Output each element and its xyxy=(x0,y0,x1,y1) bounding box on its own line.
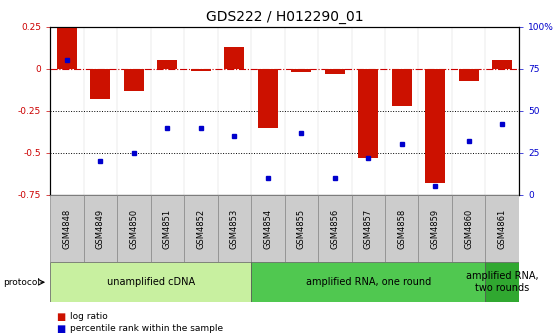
Bar xyxy=(50,262,251,302)
Text: GSM4860: GSM4860 xyxy=(464,208,473,249)
Bar xyxy=(485,262,519,302)
Bar xyxy=(117,195,151,262)
Text: amplified RNA, one round: amplified RNA, one round xyxy=(306,277,431,287)
Bar xyxy=(358,69,378,158)
Text: protocol: protocol xyxy=(3,278,40,287)
Text: GSM4849: GSM4849 xyxy=(96,208,105,249)
Bar xyxy=(385,195,418,262)
Text: GSM4851: GSM4851 xyxy=(163,208,172,249)
Bar xyxy=(485,195,519,262)
Bar xyxy=(191,69,211,71)
Bar xyxy=(452,195,485,262)
Bar xyxy=(291,69,311,72)
Bar xyxy=(57,24,77,69)
Text: GSM4850: GSM4850 xyxy=(129,208,138,249)
Text: GSM4853: GSM4853 xyxy=(230,208,239,249)
Text: amplified RNA,
two rounds: amplified RNA, two rounds xyxy=(466,271,538,293)
Bar xyxy=(325,69,345,74)
Bar xyxy=(352,195,385,262)
Bar xyxy=(258,69,278,128)
Text: GSM4854: GSM4854 xyxy=(263,208,272,249)
Text: percentile rank within the sample: percentile rank within the sample xyxy=(70,324,223,333)
Text: GSM4856: GSM4856 xyxy=(330,208,339,249)
Bar xyxy=(418,195,452,262)
Text: log ratio: log ratio xyxy=(70,312,108,321)
Bar xyxy=(251,262,485,302)
Text: unamplified cDNA: unamplified cDNA xyxy=(107,277,195,287)
Bar xyxy=(90,69,110,99)
Bar xyxy=(84,195,117,262)
Bar xyxy=(157,60,177,69)
Text: GSM4848: GSM4848 xyxy=(62,208,71,249)
Bar xyxy=(224,47,244,69)
Bar xyxy=(392,69,412,106)
Bar xyxy=(425,69,445,183)
Bar xyxy=(318,195,352,262)
Bar xyxy=(251,195,285,262)
Title: GDS222 / H012290_01: GDS222 / H012290_01 xyxy=(206,10,363,25)
Bar xyxy=(492,60,512,69)
Text: GSM4855: GSM4855 xyxy=(297,208,306,249)
Text: GSM4852: GSM4852 xyxy=(196,208,205,249)
Bar xyxy=(459,69,479,81)
Text: GSM4858: GSM4858 xyxy=(397,208,406,249)
Text: GSM4857: GSM4857 xyxy=(364,208,373,249)
Bar xyxy=(124,69,144,91)
Bar xyxy=(184,195,218,262)
Bar xyxy=(50,195,84,262)
Bar xyxy=(151,195,184,262)
Bar xyxy=(285,195,318,262)
Text: ■: ■ xyxy=(56,311,65,322)
Bar xyxy=(218,195,251,262)
Text: GSM4861: GSM4861 xyxy=(498,208,507,249)
Text: GSM4859: GSM4859 xyxy=(431,208,440,249)
Text: ■: ■ xyxy=(56,324,65,334)
